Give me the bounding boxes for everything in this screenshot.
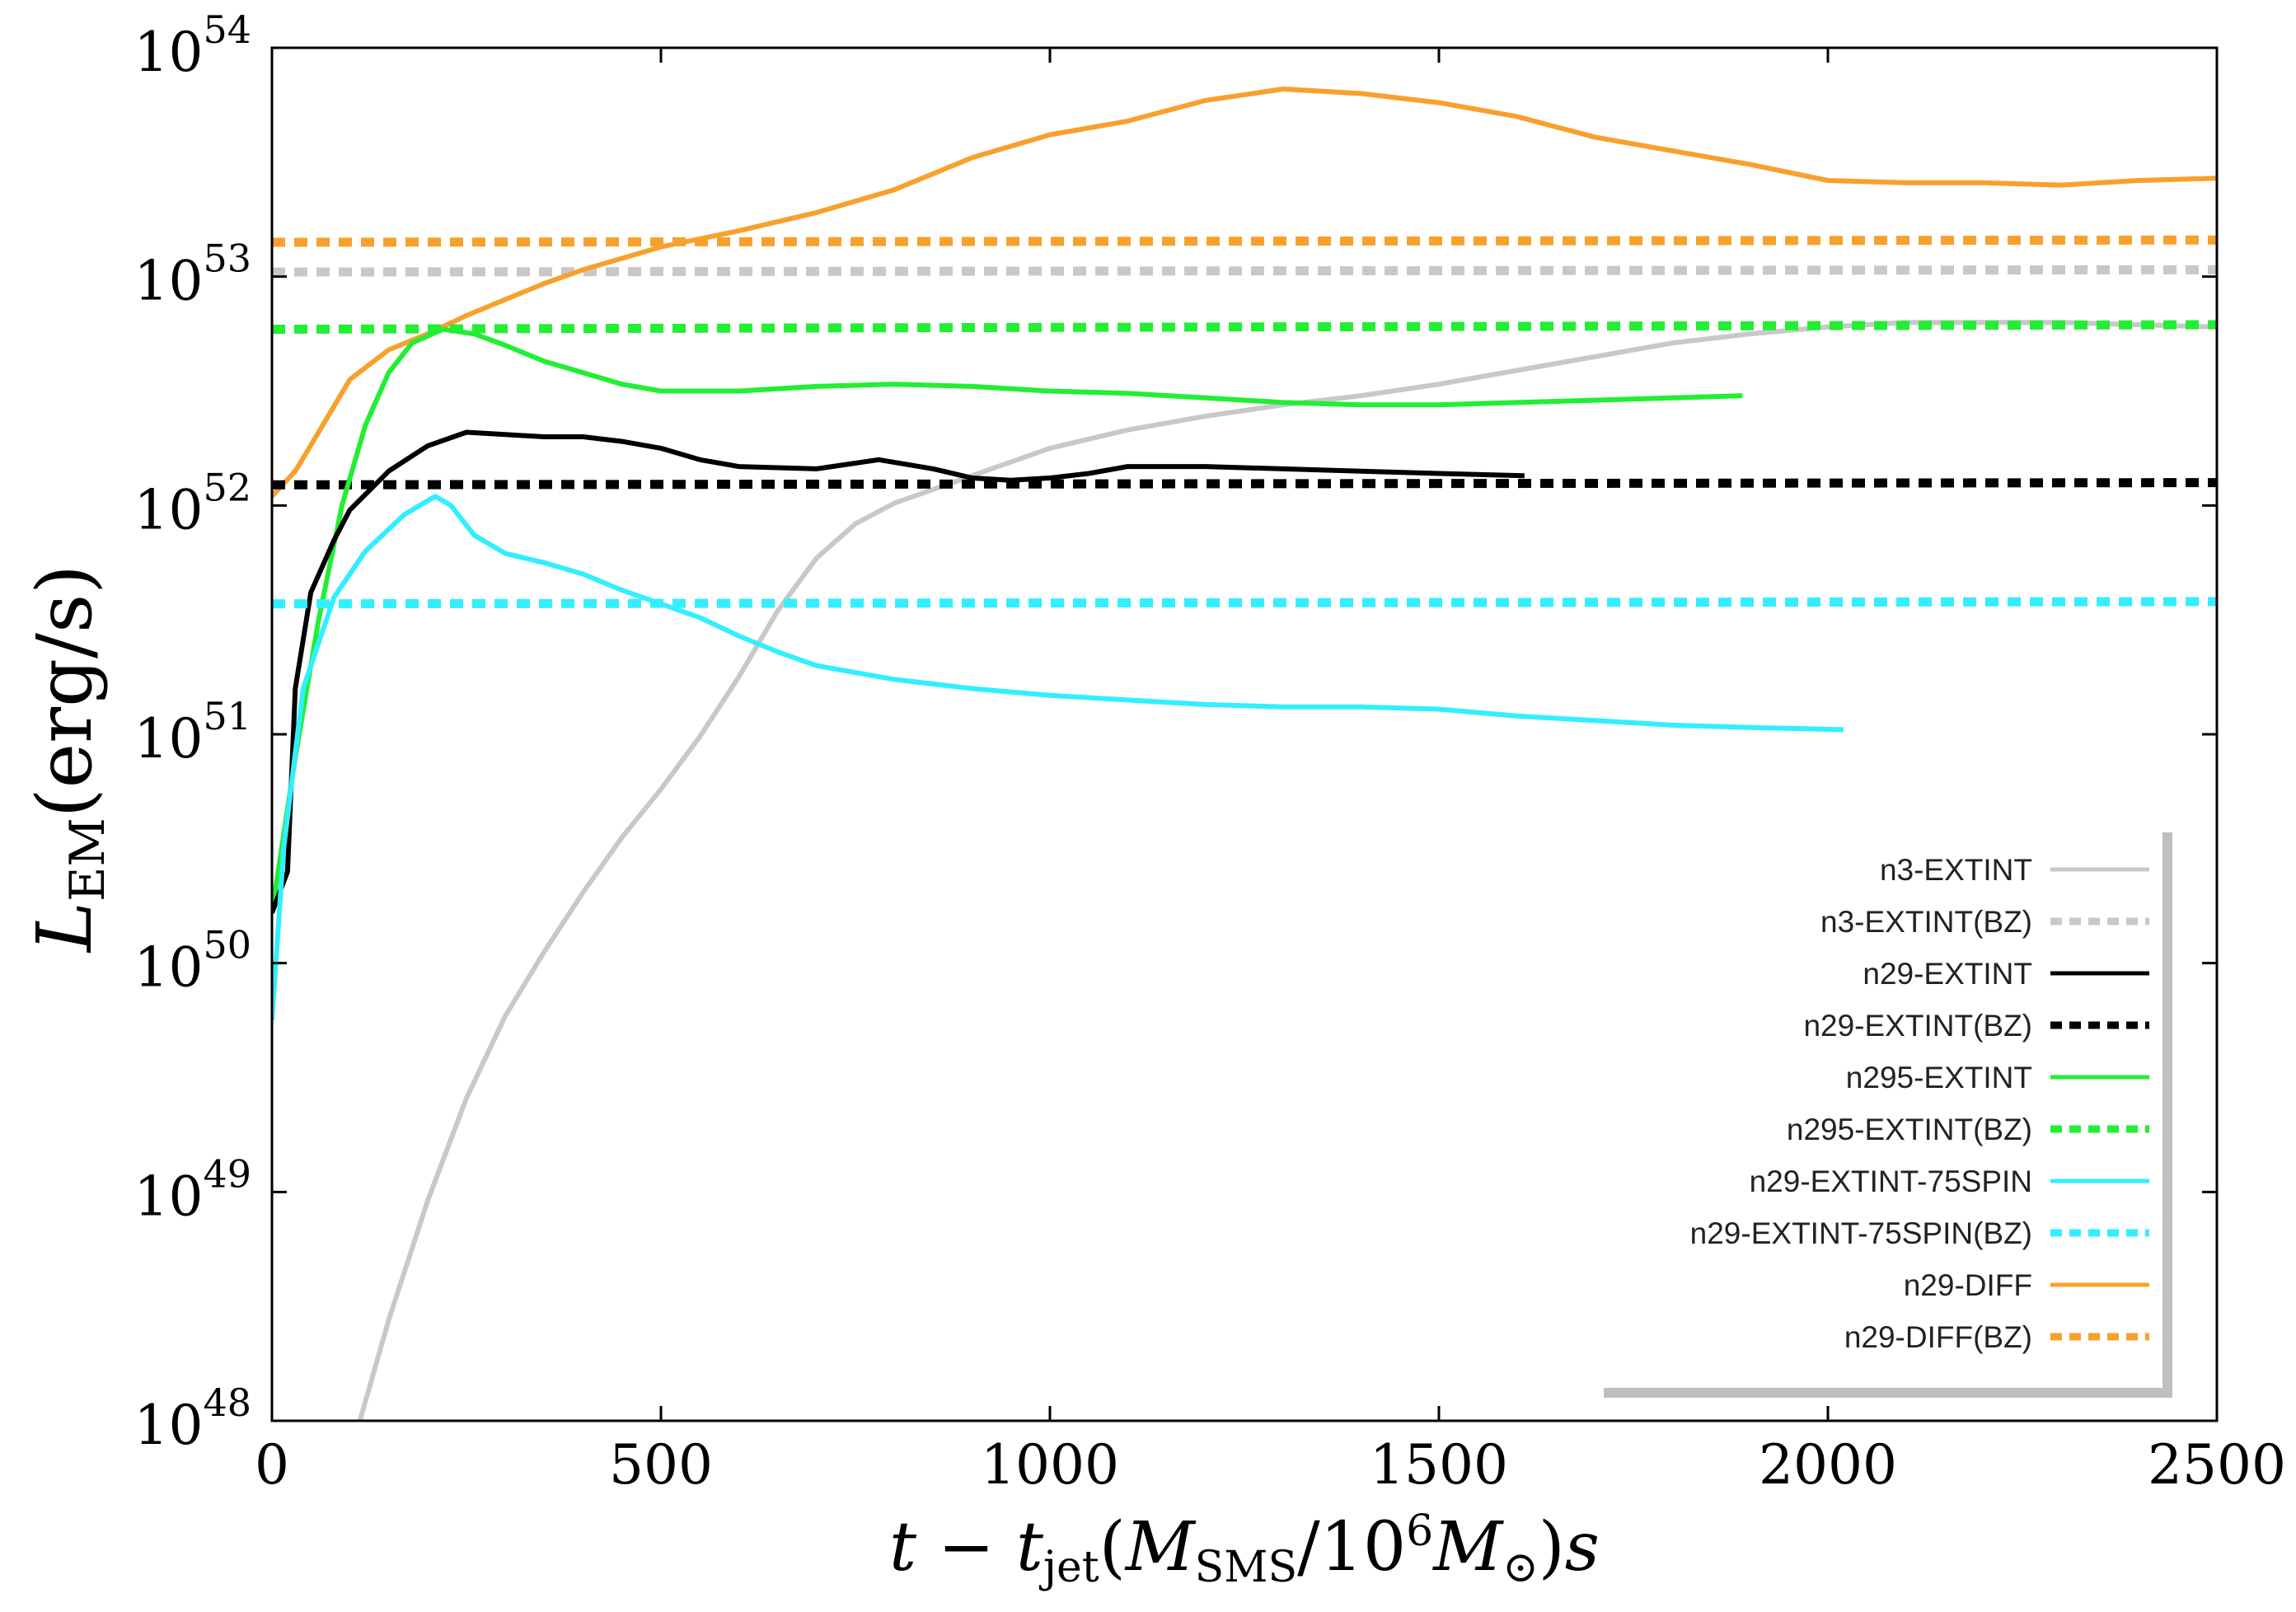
x-tick-label: 1500 bbox=[1370, 1433, 1508, 1497]
x-title-slash: /10 bbox=[1297, 1508, 1406, 1586]
series-layer bbox=[272, 87, 2217, 1421]
legend-label: n3-EXTINT bbox=[1880, 853, 2032, 887]
legend-items: n3-EXTINT n3-EXTINT(BZ) n29-EXTINT n29-EXTI… bbox=[1690, 853, 2149, 1354]
x-title-s: s bbox=[1565, 1508, 1600, 1586]
x-axis-title: t − tjet(MSMS/106M⊙)s bbox=[889, 1507, 1600, 1592]
x-axis-ticks: 0 500 1000 1500 2000 2500 bbox=[255, 48, 2286, 1497]
x-title-paren-open: ( bbox=[1099, 1508, 1126, 1586]
legend-label: n29-DIFF bbox=[1904, 1268, 2032, 1302]
x-tick-label: 2000 bbox=[1759, 1433, 1897, 1497]
legend: n3-EXTINT n3-EXTINT(BZ) n29-EXTINT n29-EXTI… bbox=[1594, 822, 2172, 1398]
x-title-tjet: t bbox=[1016, 1508, 1044, 1586]
x-title-minus: − bbox=[916, 1508, 1016, 1586]
x-tick-label: 2500 bbox=[2148, 1433, 2286, 1497]
x-title-t: t bbox=[889, 1508, 917, 1586]
series-line-n29-extint-bz bbox=[272, 478, 2217, 490]
y-tick-label: 1049 bbox=[134, 1151, 251, 1228]
x-title-paren-close: ) bbox=[1539, 1508, 1565, 1586]
legend-label: n3-EXTINT(BZ) bbox=[1820, 905, 2032, 939]
series-line-n29-extint-75spin bbox=[272, 494, 1844, 1021]
legend-box bbox=[1594, 822, 2162, 1388]
series-line-n3-extint-bz bbox=[272, 265, 2217, 277]
legend-label: n295-EXTINT(BZ) bbox=[1787, 1113, 2032, 1146]
x-title-sun-sub: ⊙ bbox=[1502, 1543, 1539, 1592]
x-title-sup6: 6 bbox=[1406, 1507, 1433, 1556]
y-tick-label: 1052 bbox=[134, 465, 251, 541]
series-line-n29-diff-bz bbox=[272, 235, 2217, 247]
y-title-units: (erg/s) bbox=[21, 565, 109, 818]
x-title-M: M bbox=[1124, 1508, 1197, 1586]
legend-label: n295-EXTINT bbox=[1846, 1061, 2032, 1094]
y-tick-label: 1048 bbox=[134, 1380, 251, 1457]
y-tick-label: 1053 bbox=[134, 237, 251, 313]
x-title-tjet-sub: jet bbox=[1039, 1543, 1099, 1592]
legend-label: n29-EXTINT-75SPIN(BZ) bbox=[1690, 1216, 2032, 1250]
x-tick-label: 0 bbox=[255, 1433, 289, 1497]
x-title-M-sub: SMS bbox=[1195, 1543, 1298, 1592]
legend-label: n29-EXTINT-75SPIN bbox=[1750, 1164, 2032, 1198]
y-axis-ticks: 1048 1049 1050 1051 1052 1053 1054 bbox=[134, 7, 2217, 1457]
y-axis-title: LEM(erg/s) bbox=[21, 565, 115, 954]
series-line-n29-extint-75spin-bz bbox=[272, 597, 2217, 609]
y-title-sub: EM bbox=[59, 818, 115, 902]
legend-label: n29-DIFF(BZ) bbox=[1844, 1320, 2032, 1354]
x-tick-label: 500 bbox=[609, 1433, 713, 1497]
series-line-n295-extint bbox=[272, 326, 1743, 914]
y-tick-label: 1054 bbox=[134, 7, 251, 84]
y-tick-label: 1051 bbox=[134, 694, 251, 771]
y-title-L: L bbox=[21, 902, 109, 954]
x-title-Msun: M bbox=[1431, 1508, 1504, 1586]
legend-label: n29-EXTINT(BZ) bbox=[1803, 1009, 2032, 1043]
legend-label: n29-EXTINT bbox=[1863, 957, 2032, 991]
series-line-n295-extint-bz bbox=[272, 320, 2217, 334]
series-line-n29-extint bbox=[272, 429, 1525, 914]
x-tick-label: 1000 bbox=[981, 1433, 1119, 1497]
y-tick-label: 1050 bbox=[134, 923, 251, 1000]
